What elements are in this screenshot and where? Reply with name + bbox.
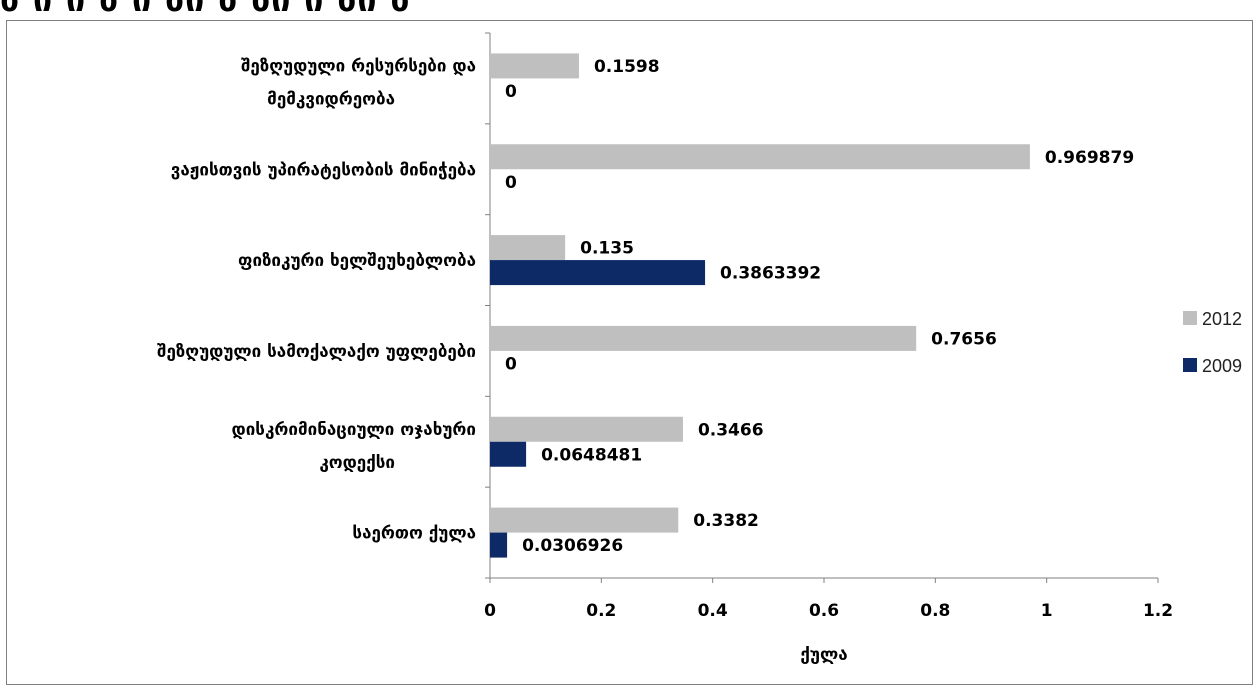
chart-frame xyxy=(6,20,1253,685)
legend-label-2012: 2012 xyxy=(1202,309,1242,329)
bar-2012 xyxy=(490,416,683,442)
bar-2012 xyxy=(490,235,566,261)
x-tick-label: 1 xyxy=(1041,601,1053,621)
data-label-2012: 0.135 xyxy=(580,239,634,259)
legend-swatch-2012 xyxy=(1183,311,1197,325)
x-axis-title: ქულა xyxy=(800,645,847,665)
category-label-line: კოდექსი xyxy=(319,453,395,473)
x-tick-label: 0.6 xyxy=(809,601,839,621)
legend-label-2009: 2009 xyxy=(1202,356,1242,376)
data-label-2009: 0 xyxy=(505,354,517,374)
data-label-2009: 0 xyxy=(505,82,517,102)
legend-swatch-2009 xyxy=(1183,358,1197,372)
x-tick-label: 0 xyxy=(484,601,496,621)
category-label: ფიზიკური ხელშეუხებლობა xyxy=(238,251,476,271)
cut-off-heading-text: ბ ი ი ბ ი ბი ბ ბი ი ბი ბ xyxy=(0,0,411,20)
data-label-2012: 0.3382 xyxy=(693,511,759,531)
data-label-2012: 0.969879 xyxy=(1045,148,1134,168)
data-label-2012: 0.1598 xyxy=(594,57,660,77)
category-label: შეზღუდული სამოქალაქო უფლებები xyxy=(157,342,476,362)
bar-2009 xyxy=(490,441,527,467)
data-label-2009: 0.0648481 xyxy=(541,445,642,465)
bar-2012 xyxy=(490,325,917,351)
category-label-line: მემკვიდრეობა xyxy=(267,89,395,109)
x-tick-label: 0.2 xyxy=(586,601,616,621)
bar-2009 xyxy=(490,532,508,558)
x-tick-label: 0.8 xyxy=(920,601,950,621)
bar-2012 xyxy=(490,144,1030,170)
bar-2012 xyxy=(490,507,679,533)
category-label: საერთო ქულა xyxy=(352,524,476,544)
category-label-line: შეზღუდული რესურსები და xyxy=(241,56,476,76)
bar-2009 xyxy=(490,260,706,286)
x-tick-label: 1.2 xyxy=(1143,601,1173,621)
top-cut-text-strip: ბ ი ი ბ ი ბი ბ ბი ი ბი ბ xyxy=(0,0,1255,22)
data-label-2009: 0.3863392 xyxy=(720,264,821,284)
data-label-2012: 0.3466 xyxy=(698,420,764,440)
bar-2012 xyxy=(490,53,579,79)
x-tick-label: 0.4 xyxy=(698,601,728,621)
data-label-2009: 0 xyxy=(505,173,517,193)
data-label-2009: 0.0306926 xyxy=(522,536,623,556)
category-label-line: დისკრიმინაციული ოჯახური xyxy=(232,420,476,440)
data-label-2012: 0.7656 xyxy=(931,329,997,349)
category-label: ვაჟისთვის უპირატესობის მინიჭება xyxy=(171,160,476,180)
